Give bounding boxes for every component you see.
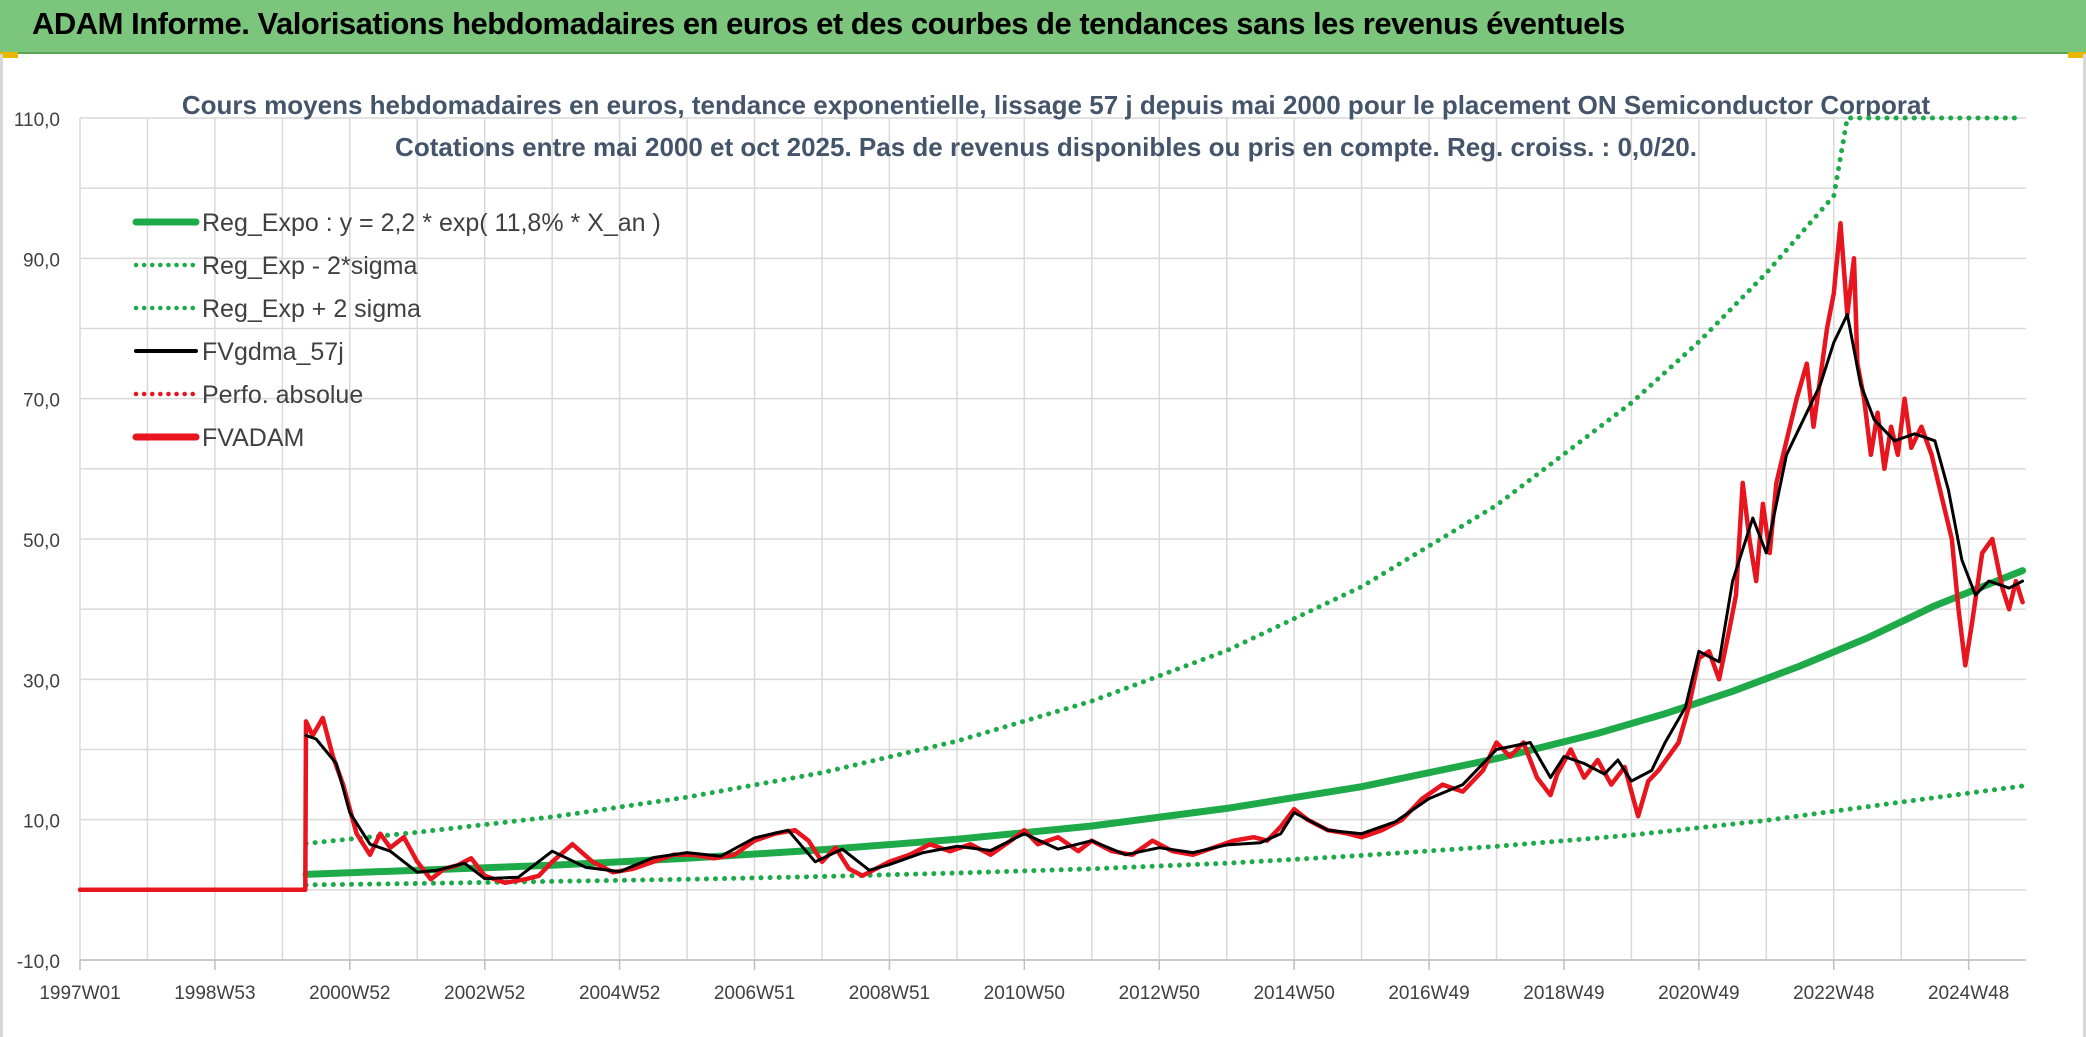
y-tick-label: 90,0 [23, 250, 60, 271]
y-tick-label: 110,0 [14, 110, 60, 131]
banner-corner-left [0, 52, 18, 58]
x-tick-label: 2000W52 [309, 983, 390, 1004]
x-tick-label: 2006W51 [714, 983, 795, 1004]
chart-series [77, 115, 2027, 893]
x-tick-label: 2008W51 [849, 983, 930, 1004]
y-tick-label: 50,0 [23, 531, 60, 552]
x-tick-label: 2020W49 [1658, 983, 1739, 1004]
legend-label-6: FVADAM [202, 424, 304, 452]
chart-title: Cours moyens hebdomadaires en euros, ten… [182, 90, 1931, 120]
y-tick-label: 10,0 [23, 812, 60, 833]
x-tick-label: 1997W01 [39, 983, 120, 1004]
x-tick-label: 2014W50 [1253, 983, 1334, 1004]
banner-corner-right [2068, 52, 2086, 58]
legend-label-3: Reg_Exp + 2 sigma [202, 295, 421, 323]
chart-grid [79, 117, 2026, 961]
x-tick-label: 2004W52 [579, 983, 660, 1004]
report-banner: ADAM Informe. Valorisations hebdomadaire… [0, 0, 2086, 54]
x-tick-label: 2022W48 [1793, 983, 1874, 1004]
x-tick-label: 1998W53 [174, 983, 255, 1004]
x-tick-label: 2010W50 [984, 983, 1065, 1004]
chart-frame [0, 54, 2086, 1037]
x-tick-label: 2018W49 [1523, 983, 1604, 1004]
x-tick-label: 2016W49 [1388, 983, 1469, 1004]
x-axis-ticks: 1997W01 1998W53 2000W52 2002W52 2004W52 2006W… [39, 960, 2009, 1004]
series-line-1 [302, 567, 2027, 878]
legend-label-2: Reg_Exp - 2*sigma [202, 252, 417, 280]
x-tick-label: 2024W48 [1928, 983, 2009, 1004]
x-tick-label: 2002W52 [444, 983, 525, 1004]
y-tick-label: 30,0 [23, 671, 60, 692]
legend-label-5: Perfo. absolue [202, 381, 363, 409]
report-title: ADAM Informe. Valorisations hebdomadaire… [32, 6, 1625, 41]
chart-subtitle: Cotations entre mai 2000 et oct 2025. Pa… [395, 132, 1697, 162]
series-line-4 [304, 313, 2025, 881]
series-line-6 [77, 221, 2025, 893]
series-line-3 [303, 115, 2026, 846]
chart-legend: Reg_Expo : y = 2,2 * exp( 11,8% * X_an )… [132, 209, 661, 452]
y-tick-label: -10,0 [17, 952, 60, 973]
y-axis-ticks: 110,0 90,0 70,0 50,0 30,0 10,0 -10,0 [14, 110, 60, 973]
legend-label-4: FVgdma_57j [202, 338, 344, 366]
y-tick-label: 70,0 [23, 391, 60, 412]
legend-label-1: Reg_Expo : y = 2,2 * exp( 11,8% * X_an ) [202, 209, 661, 237]
series-line-2 [303, 783, 2026, 888]
x-tick-label: 2012W50 [1119, 983, 1200, 1004]
